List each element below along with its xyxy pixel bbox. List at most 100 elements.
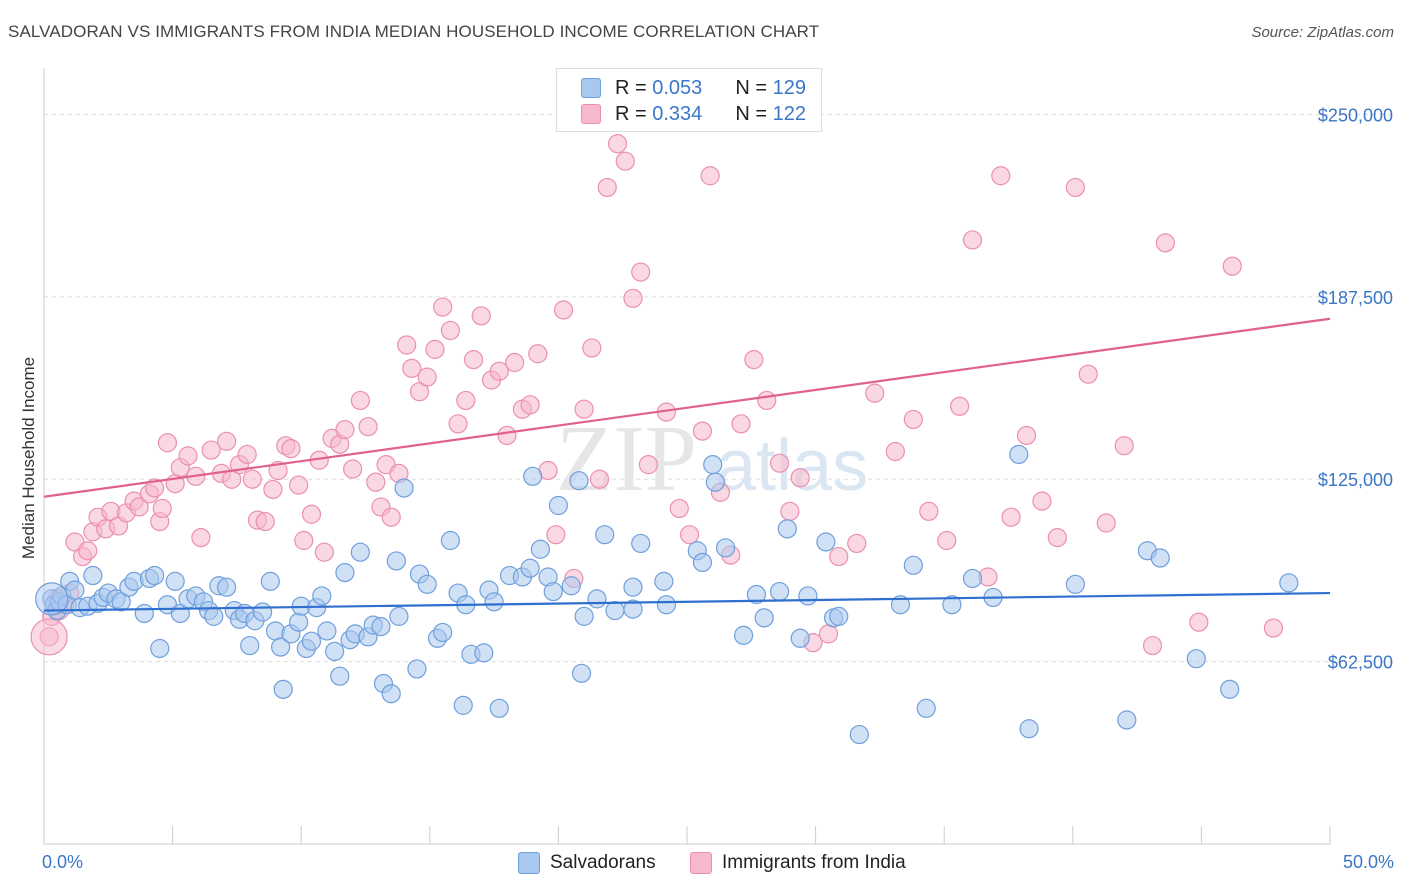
- series-salvadorans: [35, 444, 1299, 745]
- salvadoran-point: [325, 641, 345, 662]
- y-tick-label: $187,500: [1318, 288, 1393, 308]
- salvadoran-point: [83, 565, 103, 586]
- india-point: [1001, 507, 1021, 527]
- salvadoran-point: [530, 539, 550, 559]
- salvadoran-point: [587, 589, 607, 609]
- salvadoran-point: [548, 495, 569, 516]
- salvadoran-point: [656, 595, 677, 615]
- salvadoran-point: [440, 530, 460, 551]
- salvadoran-point: [417, 574, 437, 594]
- salvadoran-cluster-point: [35, 582, 69, 616]
- salvadoran-point: [623, 577, 643, 597]
- india-point: [582, 338, 602, 358]
- india-point: [553, 300, 574, 320]
- india-point: [1016, 425, 1037, 446]
- india-point: [440, 320, 460, 341]
- india-point: [1096, 513, 1116, 533]
- india-point: [433, 297, 453, 317]
- bottom-legend-label: Immigrants from India: [722, 852, 906, 873]
- india-point: [919, 501, 939, 521]
- bottom-legend-label: Salvadorans: [550, 852, 656, 873]
- chart-title: SALVADORAN VS IMMIGRANTS FROM INDIA MEDI…: [8, 22, 820, 41]
- salvadoran-point: [631, 533, 651, 554]
- salvadoran-point: [301, 631, 322, 651]
- india-point: [731, 414, 751, 434]
- salvadoran-point: [65, 580, 85, 600]
- salvadoran-point: [260, 571, 280, 591]
- salvadoran-point: [453, 695, 473, 715]
- india-point: [301, 504, 322, 524]
- salvadoran-point: [574, 606, 594, 626]
- india-point: [425, 339, 445, 359]
- india-point: [397, 335, 417, 355]
- india-point: [242, 469, 262, 489]
- india-point: [615, 151, 635, 171]
- india-point: [78, 541, 98, 561]
- salvadoran-point: [1220, 679, 1240, 699]
- salvadoran-point: [350, 542, 370, 562]
- india-point: [417, 367, 437, 387]
- india-point: [700, 166, 720, 186]
- legend-r-value: 0.334: [652, 102, 703, 125]
- india-point: [669, 498, 689, 519]
- india-point: [991, 166, 1011, 186]
- salvadoran-point: [1186, 649, 1206, 669]
- salvadoran-point: [134, 603, 154, 624]
- chart-source: Source: ZipAtlas.com: [1251, 24, 1394, 41]
- india-point: [780, 501, 800, 521]
- india-point: [818, 624, 839, 644]
- india-point: [1114, 436, 1134, 456]
- legend-n-label: N =: [735, 102, 768, 125]
- salvadoran-point: [271, 637, 291, 657]
- india-point: [237, 444, 257, 465]
- india-point: [289, 475, 309, 495]
- axes: [43, 68, 1331, 845]
- india-point: [255, 511, 275, 532]
- india-point: [1222, 256, 1242, 276]
- salvadoran-point: [962, 568, 983, 589]
- india-cluster-point: [30, 618, 68, 656]
- salvadoran-point: [253, 602, 273, 622]
- salvadoran-point: [754, 608, 774, 628]
- salvadoran-point: [1065, 574, 1085, 594]
- salvadoran-point: [489, 698, 509, 718]
- india-point: [366, 472, 386, 492]
- salvadoran-point: [335, 563, 355, 583]
- india-point: [1263, 618, 1284, 638]
- y-axis-label: Median Household Income: [19, 357, 38, 559]
- bottom-legend-salvadorans: Salvadorans: [518, 852, 656, 874]
- salvadoran-point: [561, 576, 581, 596]
- y-tick-labels: $62,500 $125,000 $187,500 $250,000: [1318, 105, 1393, 672]
- india-point: [1047, 527, 1067, 548]
- salvadoran-point: [273, 679, 293, 699]
- legend-swatch-blue: [581, 78, 601, 98]
- india-point: [528, 344, 548, 364]
- salvadoran-point: [903, 555, 923, 575]
- legend-n-label: N =: [735, 76, 768, 99]
- legend-n-value: 122: [772, 102, 806, 125]
- india-point: [281, 438, 301, 459]
- india-point: [350, 390, 370, 411]
- salvadoran-point: [217, 577, 237, 597]
- bottom-legend-india: Immigrants from India: [690, 852, 906, 874]
- salvadoran-point: [150, 638, 170, 659]
- india-point: [1032, 491, 1052, 511]
- india-point: [692, 421, 713, 441]
- india-point: [1065, 177, 1085, 198]
- india-point: [769, 453, 790, 473]
- salvadoran-point: [569, 471, 589, 491]
- india-point: [1189, 612, 1209, 632]
- legend-n-value: 129: [772, 76, 806, 99]
- india-point: [152, 498, 172, 519]
- india-point: [157, 433, 178, 453]
- india-point: [456, 390, 476, 411]
- india-point: [885, 441, 905, 462]
- salvadoran-point: [484, 592, 504, 612]
- legend-r-value: 0.053: [652, 76, 703, 99]
- salvadoran-point: [798, 586, 818, 606]
- salvadoran-point: [703, 455, 723, 475]
- india-point: [201, 440, 221, 460]
- salvadoran-point: [520, 558, 540, 578]
- india-point: [263, 479, 283, 500]
- india-point: [343, 459, 363, 479]
